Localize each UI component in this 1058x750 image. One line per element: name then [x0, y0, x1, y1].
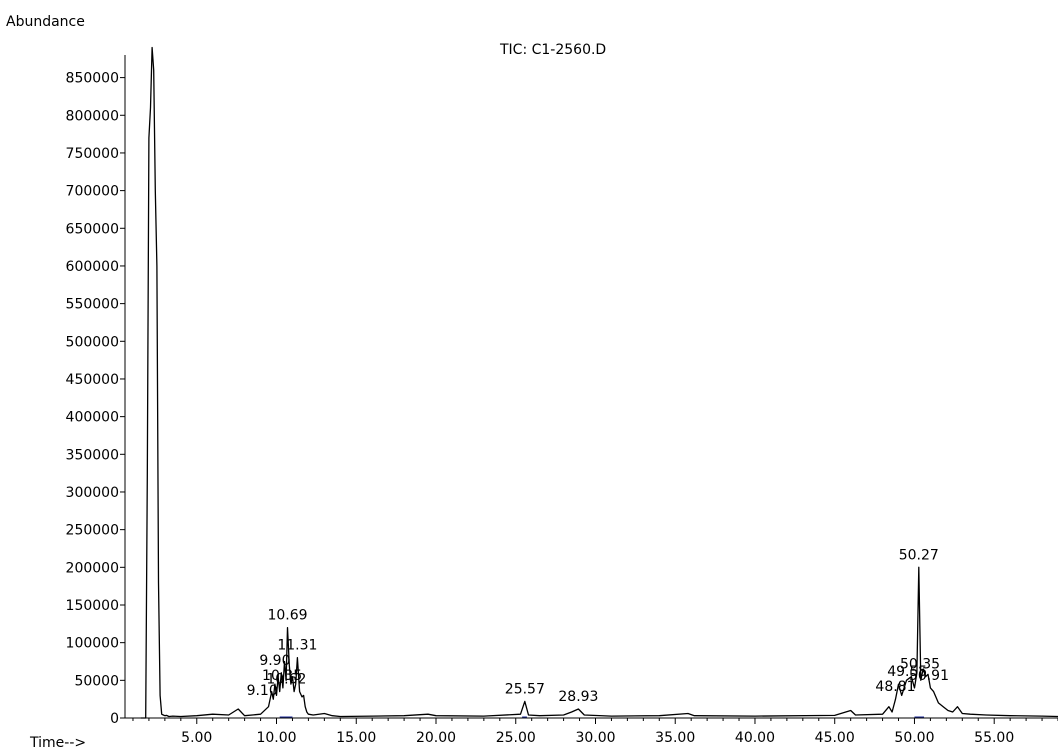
- peak-label: 48.81: [875, 679, 915, 695]
- x-axis-minor-ticks: [132, 718, 1058, 721]
- peak-label: 28.93: [558, 689, 598, 705]
- y-tick-label: 200000: [66, 560, 119, 576]
- peak-label: 10.35: [262, 668, 302, 684]
- peak-label: 50.91: [909, 668, 949, 684]
- peak-label: 50.35: [900, 657, 940, 673]
- y-tick-label: 750000: [66, 146, 119, 162]
- x-axis-title: Time-->: [29, 735, 86, 750]
- x-axis-ticks: 5.00 10.00 15.00 20.00 25.00 30.00 35.00 40.00 4…: [181, 718, 1014, 746]
- peak-label: 9.10: [247, 683, 278, 699]
- peak-label: 25.57: [505, 681, 545, 697]
- x-tick-label: 50.00: [894, 730, 934, 746]
- x-tick-label: 30.00: [575, 730, 615, 746]
- y-tick-label: 500000: [66, 334, 119, 350]
- y-tick-label: 850000: [66, 71, 119, 87]
- series-line: [140, 46, 1058, 719]
- y-tick-label: 350000: [66, 447, 119, 463]
- x-tick-label: 25.00: [496, 730, 536, 746]
- y-tick-label: 800000: [66, 108, 119, 124]
- y-tick-label: 550000: [66, 297, 119, 313]
- x-tick-label: 15.00: [336, 730, 376, 746]
- series-group: [140, 46, 1058, 719]
- y-tick-label: 700000: [66, 184, 119, 200]
- y-axis-title: Abundance: [6, 14, 85, 30]
- y-tick-label: 600000: [66, 259, 119, 275]
- peak-label: 49.55: [887, 664, 927, 680]
- y-tick-label: 50000: [74, 673, 119, 689]
- peak-label: 10.62: [266, 672, 306, 688]
- x-tick-label: 35.00: [655, 730, 695, 746]
- peak-label: 50.27: [899, 547, 939, 563]
- x-tick-label: 10.00: [256, 730, 296, 746]
- y-tick-label: 250000: [66, 523, 119, 539]
- peak-label: 9.90: [259, 653, 290, 669]
- y-tick-label: 450000: [66, 372, 119, 388]
- y-tick-label: 0: [110, 711, 119, 727]
- x-tick-label: 45.00: [815, 730, 855, 746]
- x-tick-label: 20.00: [416, 730, 456, 746]
- y-tick-label: 300000: [66, 485, 119, 501]
- y-tick-label: 650000: [66, 221, 119, 237]
- x-tick-label: 55.00: [974, 730, 1014, 746]
- peak-label: 11.31: [277, 638, 317, 654]
- y-tick-label: 100000: [66, 636, 119, 652]
- y-axis-ticks: 0 50000 100000 150000 200000 250000 300000 3500…: [66, 71, 125, 727]
- x-tick-label: 40.00: [735, 730, 775, 746]
- chart-title: TIC: C1-2560.D: [499, 42, 606, 58]
- x-tick-label: 5.00: [181, 730, 212, 746]
- y-tick-label: 400000: [66, 410, 119, 426]
- y-tick-label: 150000: [66, 598, 119, 614]
- peak-label: 10.69: [267, 608, 307, 624]
